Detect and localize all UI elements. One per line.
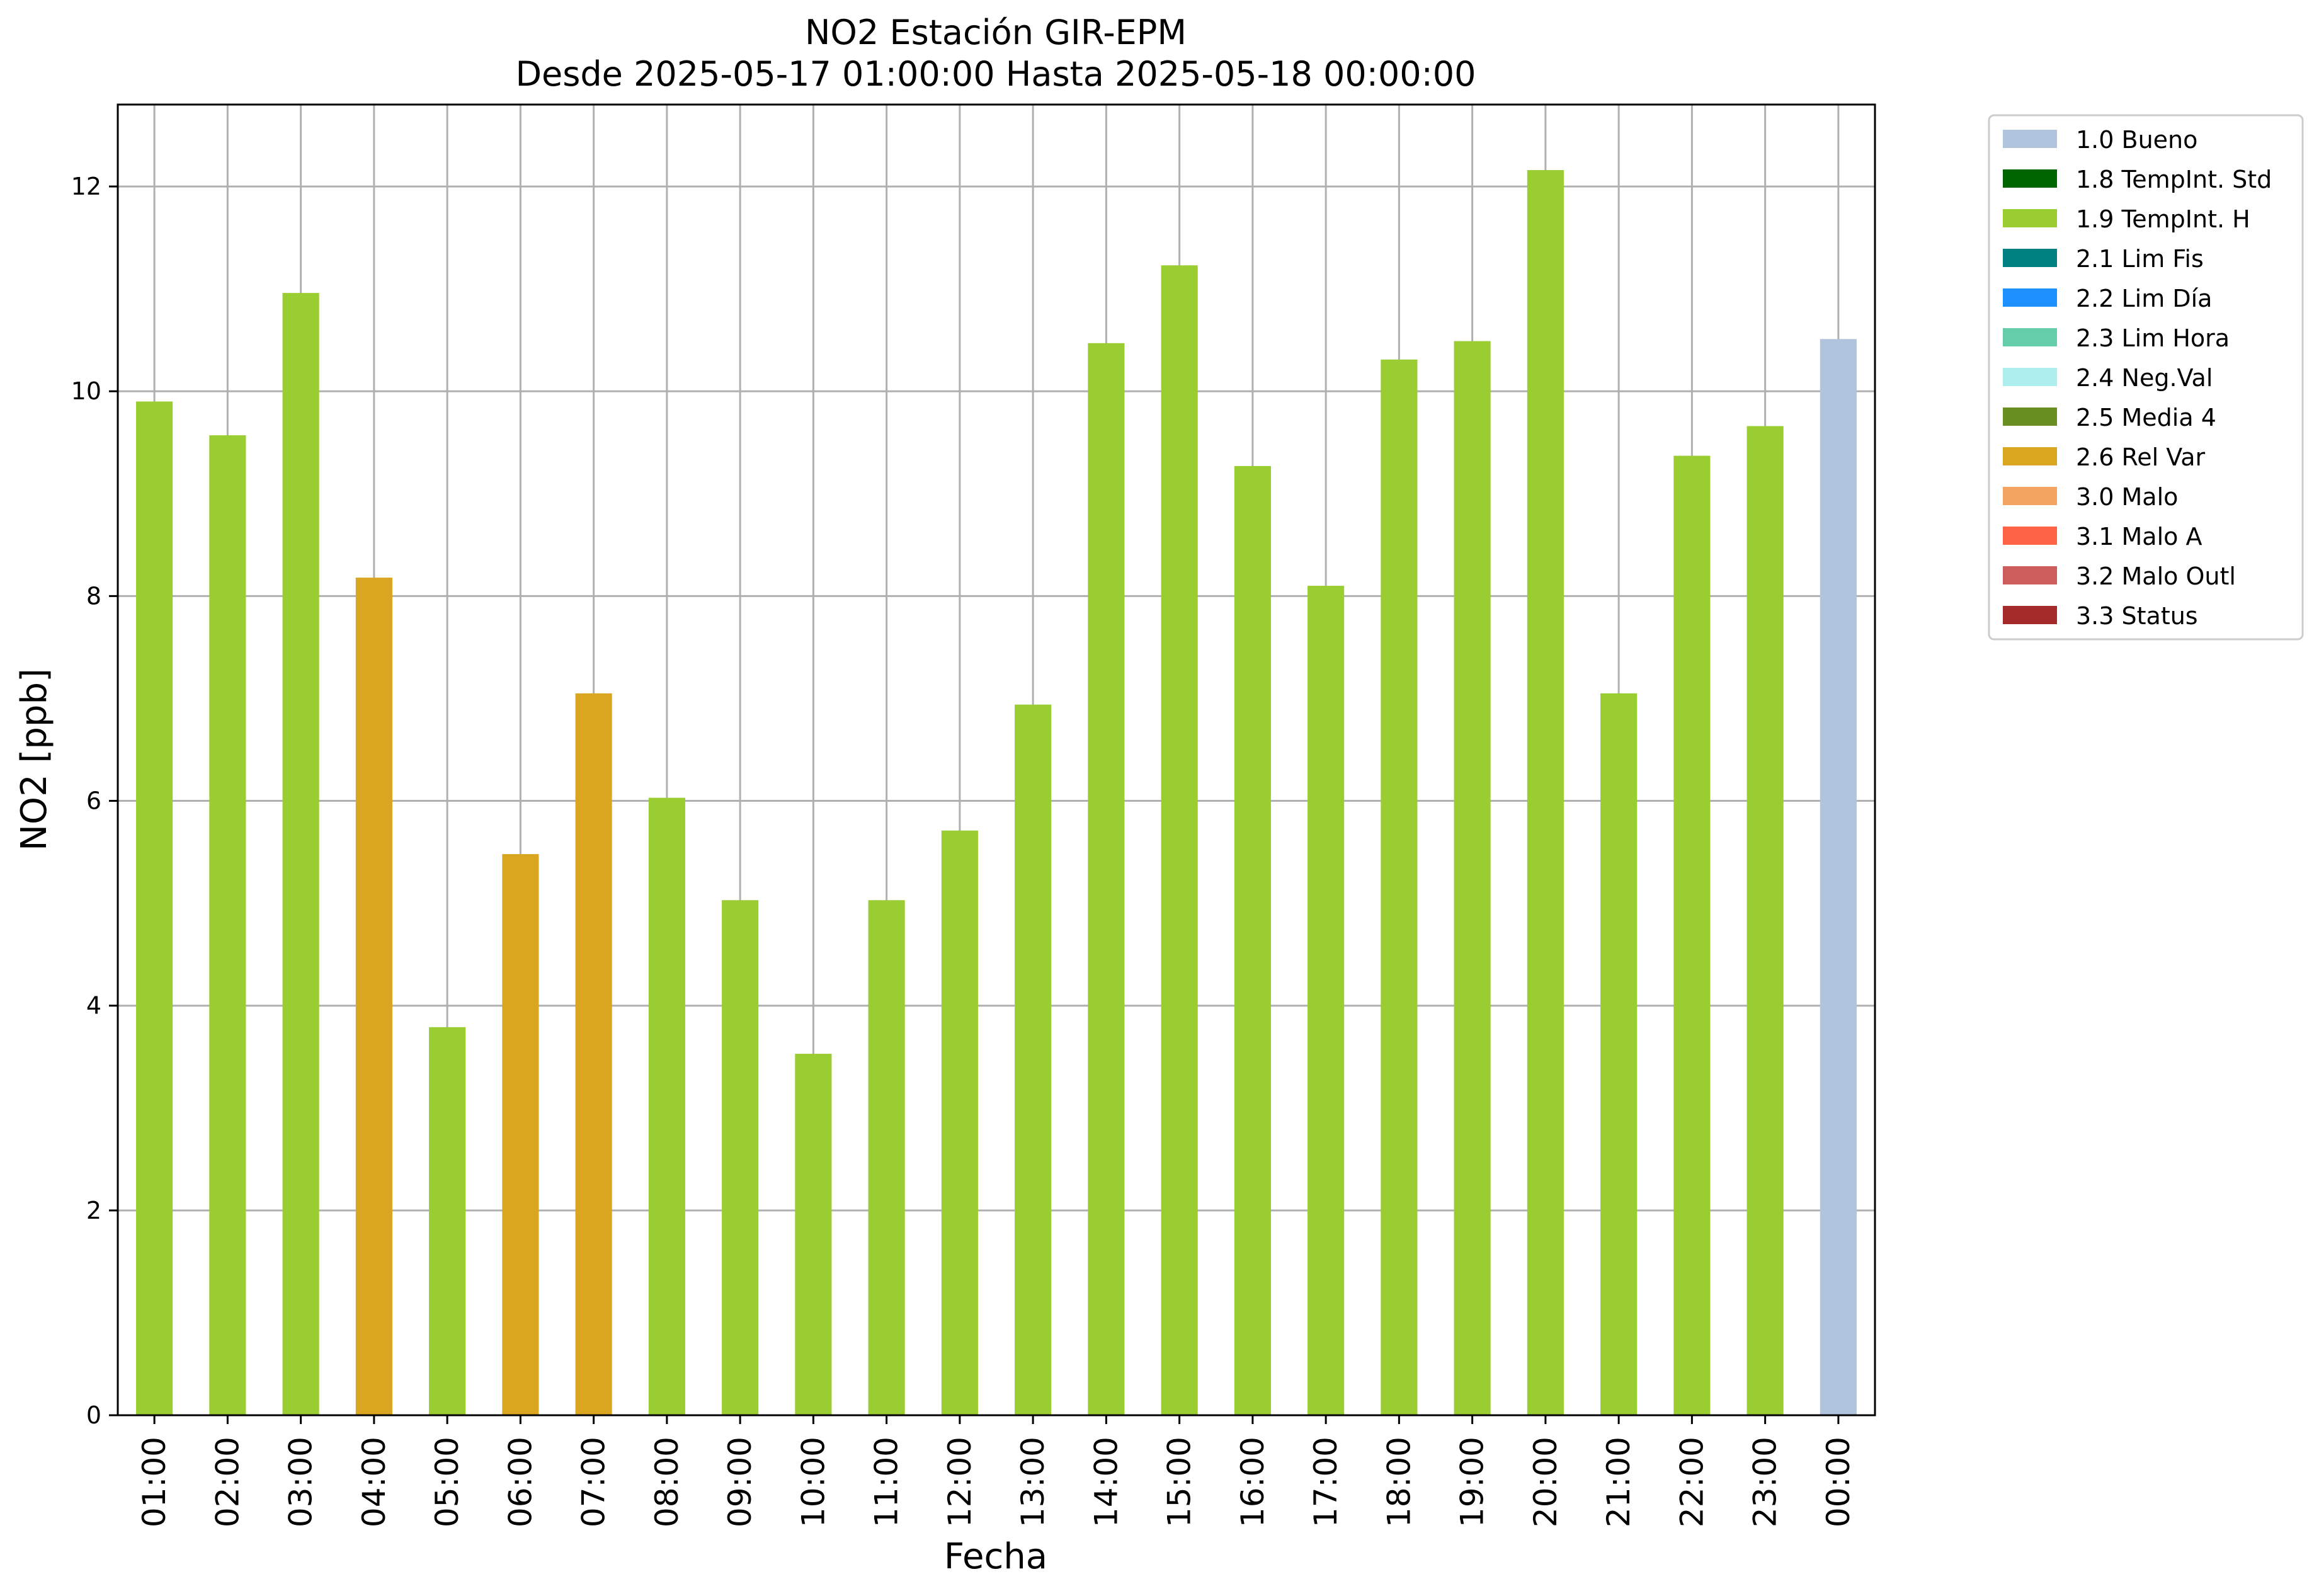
legend-swatch (2003, 130, 2057, 148)
bar-2300 (1746, 426, 1784, 1415)
x-axis-label: Fecha (944, 1536, 1047, 1577)
bar-1400 (1088, 343, 1125, 1415)
y-tick-label: 12 (71, 173, 101, 200)
bar-0600 (502, 854, 539, 1415)
bar-1900 (1454, 341, 1491, 1416)
x-tick-label: 08:00 (649, 1437, 685, 1527)
x-tick-label: 22:00 (1673, 1437, 1710, 1527)
x-tick-label: 00:00 (1820, 1437, 1857, 1527)
plot-frame (117, 103, 1876, 1416)
legend-label: 1.9 TempInt. H (2076, 205, 2250, 233)
legend-swatch (2003, 328, 2057, 346)
x-tick-label: 06:00 (502, 1437, 538, 1527)
legend-label: 3.1 Malo A (2076, 523, 2202, 550)
legend-swatch (2003, 169, 2057, 188)
legend-swatch (2003, 447, 2057, 465)
x-tick-label: 18:00 (1381, 1437, 1417, 1527)
legend-label: 2.4 Neg.Val (2076, 364, 2213, 392)
legend-swatch (2003, 566, 2057, 584)
x-tick-label: 05:00 (429, 1437, 465, 1527)
legend-swatch (2003, 487, 2057, 505)
bar-0900 (722, 900, 759, 1415)
x-tick-label: 03:00 (283, 1437, 319, 1527)
bar-2000 (1527, 170, 1564, 1415)
y-tick-label: 2 (86, 1197, 101, 1224)
bar-0100 (136, 401, 173, 1415)
legend-swatch (2003, 408, 2057, 426)
legend-label: 2.1 Lim Fis (2076, 245, 2204, 273)
x-tick-label: 21:00 (1600, 1437, 1637, 1527)
x-tick-label: 20:00 (1527, 1437, 1564, 1527)
bar-1500 (1161, 265, 1198, 1415)
y-axis-label: NO2 [ppb] (14, 668, 55, 851)
legend-label: 2.5 Media 4 (2076, 404, 2216, 431)
legend-frame (1988, 114, 2304, 641)
x-tick-label: 17:00 (1308, 1437, 1344, 1527)
legend: 1.0 Bueno 1.8 TempInt. Std 1.9 TempInt. H 2… (1988, 114, 2304, 641)
legend-swatch (2003, 288, 2057, 307)
x-tick-label: 04:00 (356, 1437, 392, 1527)
bar-1000 (795, 1054, 832, 1415)
chart-subtitle: Desde 2025-05-17 01:00:00 Hasta 2025-05-… (515, 54, 1476, 94)
legend-swatch (2003, 368, 2057, 386)
bar-1200 (941, 830, 978, 1415)
bar-0800 (648, 797, 685, 1415)
legend-swatch (2003, 527, 2057, 545)
bars (136, 170, 1857, 1416)
bar-0200 (209, 435, 246, 1415)
x-tick-label: 09:00 (722, 1437, 758, 1527)
legend-label: 3.0 Malo (2076, 483, 2178, 511)
bar-1700 (1308, 586, 1345, 1415)
x-tick-label: 19:00 (1454, 1437, 1491, 1527)
x-tick-label: 02:00 (209, 1437, 246, 1527)
bar-2200 (1673, 455, 1711, 1415)
x-tick-label: 16:00 (1234, 1437, 1271, 1527)
bar-1300 (1015, 704, 1052, 1415)
legend-label: 2.2 Lim Día (2076, 285, 2212, 312)
x-tick-label: 13:00 (1015, 1437, 1051, 1527)
y-tick-label: 0 (86, 1401, 101, 1429)
axis-ticks: 0 2 4 6 8 10 12 01:00 02:00 03:00 04:00 05:00 06:00 0… (71, 173, 1857, 1527)
y-tick-label: 10 (71, 377, 101, 405)
legend-label: 2.3 Lim Hora (2076, 324, 2230, 352)
x-tick-label: 11:00 (869, 1437, 905, 1527)
x-tick-label: 15:00 (1161, 1437, 1198, 1527)
bar-0700 (575, 693, 612, 1415)
bar-1800 (1381, 359, 1418, 1415)
legend-label: 1.8 TempInt. Std (2076, 166, 2272, 193)
x-tick-label: 10:00 (795, 1437, 831, 1527)
y-tick-label: 8 (86, 582, 101, 610)
y-tick-label: 4 (86, 992, 101, 1020)
bar-0500 (429, 1027, 466, 1415)
x-tick-label: 14:00 (1088, 1437, 1124, 1527)
bar-0000 (1820, 339, 1857, 1415)
bar-1100 (868, 900, 905, 1415)
bar-0300 (282, 293, 319, 1415)
bar-1600 (1234, 465, 1271, 1415)
bar-0400 (355, 578, 392, 1415)
legend-label: 1.0 Bueno (2076, 126, 2197, 154)
x-tick-label: 01:00 (136, 1437, 173, 1527)
legend-label: 3.3 Status (2076, 602, 2198, 630)
legend-swatch (2003, 209, 2057, 227)
chart-title: NO2 Estación GIR-EPM (805, 13, 1187, 52)
y-tick-label: 6 (86, 787, 101, 815)
bar-2100 (1600, 693, 1638, 1415)
x-tick-label: 23:00 (1747, 1437, 1784, 1527)
legend-label: 2.6 Rel Var (2076, 443, 2206, 471)
legend-swatch (2003, 249, 2057, 267)
legend-label: 3.2 Malo Outl (2076, 562, 2236, 590)
x-tick-label: 07:00 (576, 1437, 612, 1527)
x-tick-label: 12:00 (942, 1437, 978, 1527)
legend-swatch (2003, 606, 2057, 624)
